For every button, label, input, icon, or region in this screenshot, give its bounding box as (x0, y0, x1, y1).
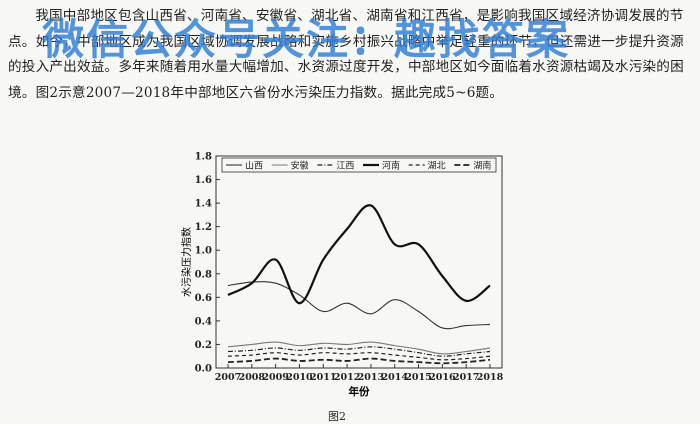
y-axis-label: 水污染压力指数 (180, 227, 193, 297)
chart-svg: 0.00.20.40.60.81.01.21.41.61.82007200820… (180, 152, 504, 399)
plot-frame (215, 155, 503, 369)
series-line-4 (227, 204, 491, 305)
y-tick-label: 0.8 (195, 269, 212, 280)
figure-caption: 图2 (328, 410, 346, 423)
y-tick-label: 0.4 (195, 316, 212, 327)
legend-label-4: 河南 (382, 160, 400, 172)
x-tick-label: 2011 (310, 372, 336, 383)
legend-label-6: 湖南 (473, 160, 491, 172)
y-tick-label: 1.2 (195, 222, 212, 233)
pollution-index-chart: 0.0 0.2 0.4 0.6 0.8 1.0 1.2 1.4 1.6 1.8 2007 2008 20… (180, 150, 520, 422)
series-line-1 (227, 281, 491, 330)
x-axis-label: 年份 (349, 385, 370, 398)
x-tick-label: 2012 (334, 372, 360, 383)
x-tick-label: 2008 (239, 372, 266, 383)
series-line-2 (227, 341, 491, 355)
chart-legend: 山西 安徽 江西 河南 湖北 湖南 (221, 157, 497, 173)
y-tick-label: 0.0 (195, 364, 212, 375)
watermark-banner: 微信公众号关注：趣找答案 (42, 15, 571, 64)
series-line-3 (227, 346, 491, 357)
x-tick-label: 2016 (429, 372, 456, 383)
y-tick-label: 1.4 (195, 199, 212, 210)
series-line-5 (227, 352, 491, 361)
y-tick-label: 0.6 (195, 293, 212, 304)
y-tick-label: 1.0 (195, 246, 212, 257)
legend-label-2: 安徽 (291, 160, 309, 172)
x-tick-label: 2013 (358, 372, 384, 383)
x-tick-label: 2014 (382, 372, 409, 383)
y-tick-label: 0.2 (195, 340, 212, 351)
x-tick-label: 2009 (262, 372, 289, 383)
question-paragraph: 我国中部地区包含山西省、河南省、安徽省、湖北省、湖南省和江西省，是影响我国区域经… (8, 8, 684, 101)
question-text: 我国中部地区包含山西省、河南省、安徽省、湖北省、湖南省和江西省，是影响我国区域经… (8, 4, 694, 106)
x-tick-label: 2017 (453, 372, 479, 383)
legend-label-5: 湖北 (428, 161, 446, 172)
y-tick-label: 1.8 (195, 152, 212, 163)
x-tick-label: 2010 (286, 372, 313, 383)
chart-axes: 0.00.20.40.60.81.01.21.41.61.82007200820… (195, 152, 504, 384)
series-line-6 (227, 357, 491, 365)
x-tick-label: 2015 (405, 372, 431, 383)
chart-series (227, 204, 491, 365)
x-tick-label: 2007 (215, 372, 241, 383)
x-tick-label: 2018 (477, 372, 504, 383)
legend-box (221, 157, 497, 173)
legend-label-3: 江西 (336, 161, 354, 172)
y-tick-label: 1.6 (195, 175, 212, 186)
legend-label-1: 山西 (245, 161, 263, 172)
